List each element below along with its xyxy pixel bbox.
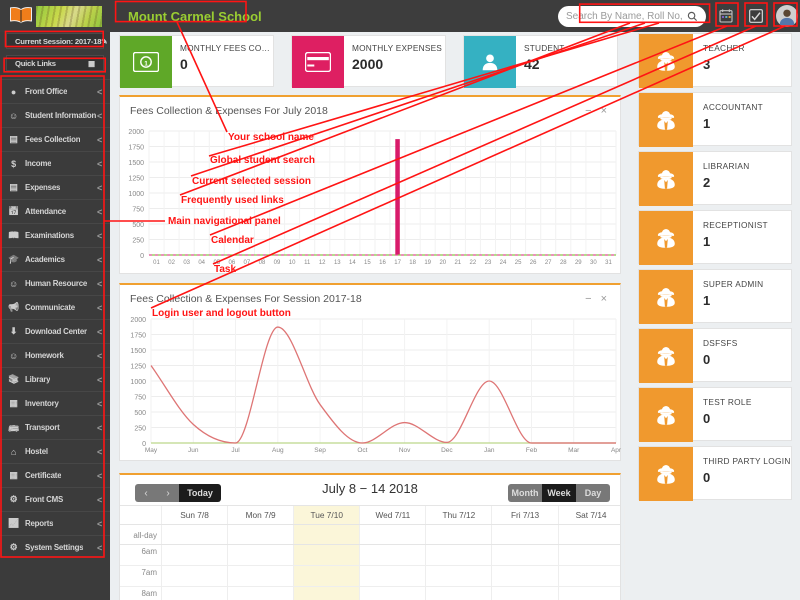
svg-text:02: 02	[168, 260, 175, 266]
svg-text:06: 06	[229, 260, 236, 266]
svg-text:14: 14	[349, 260, 356, 266]
svg-text:12: 12	[319, 260, 326, 266]
svg-text:Mar: Mar	[568, 447, 580, 454]
svg-text:27: 27	[545, 260, 552, 266]
svg-text:1000: 1000	[128, 191, 144, 198]
svg-text:Dec: Dec	[441, 447, 453, 454]
svg-text:2000: 2000	[128, 129, 144, 136]
svg-text:Nov: Nov	[399, 447, 411, 454]
svg-text:09: 09	[274, 260, 281, 266]
svg-text:0: 0	[140, 253, 144, 260]
svg-text:15: 15	[364, 260, 371, 266]
svg-text:Apr: Apr	[611, 447, 621, 454]
svg-text:1: 1	[144, 60, 148, 67]
svg-text:21: 21	[454, 260, 461, 266]
svg-text:08: 08	[259, 260, 266, 266]
svg-text:500: 500	[134, 410, 146, 417]
svg-text:1750: 1750	[128, 145, 144, 152]
svg-text:01: 01	[153, 260, 160, 266]
svg-text:07: 07	[244, 260, 251, 266]
svg-text:Sep: Sep	[314, 447, 326, 454]
svg-text:Feb: Feb	[526, 447, 538, 454]
svg-text:2000: 2000	[130, 317, 146, 324]
svg-text:1250: 1250	[128, 176, 144, 183]
svg-text:11: 11	[304, 260, 311, 266]
svg-text:Jul: Jul	[231, 447, 240, 454]
svg-text:1500: 1500	[128, 160, 144, 167]
svg-text:Jan: Jan	[484, 447, 495, 454]
svg-text:250: 250	[132, 238, 144, 245]
svg-text:1250: 1250	[130, 364, 146, 371]
svg-text:Oct: Oct	[357, 447, 367, 454]
svg-text:16: 16	[379, 260, 386, 266]
svg-text:25: 25	[515, 260, 522, 266]
svg-text:20: 20	[439, 260, 446, 266]
svg-text:250: 250	[134, 426, 146, 433]
svg-text:05: 05	[213, 260, 220, 266]
svg-text:1000: 1000	[130, 379, 146, 386]
svg-text:29: 29	[575, 260, 582, 266]
svg-text:10: 10	[289, 260, 296, 266]
svg-text:28: 28	[560, 260, 567, 266]
svg-text:24: 24	[500, 260, 507, 266]
svg-text:Jun: Jun	[188, 447, 199, 454]
svg-text:750: 750	[132, 207, 144, 214]
svg-text:31: 31	[605, 260, 612, 266]
svg-text:13: 13	[334, 260, 341, 266]
svg-text:22: 22	[470, 260, 477, 266]
svg-text:1750: 1750	[130, 333, 146, 340]
svg-text:03: 03	[183, 260, 190, 266]
svg-text:19: 19	[424, 260, 431, 266]
svg-text:May: May	[145, 447, 158, 454]
svg-text:30: 30	[590, 260, 597, 266]
svg-text:17: 17	[394, 260, 401, 266]
svg-text:23: 23	[485, 260, 492, 266]
svg-text:1500: 1500	[130, 348, 146, 355]
svg-text:750: 750	[134, 395, 146, 402]
svg-text:04: 04	[198, 260, 205, 266]
svg-text:26: 26	[530, 260, 537, 266]
svg-text:18: 18	[409, 260, 416, 266]
svg-text:500: 500	[132, 222, 144, 229]
svg-text:Aug: Aug	[272, 447, 284, 454]
